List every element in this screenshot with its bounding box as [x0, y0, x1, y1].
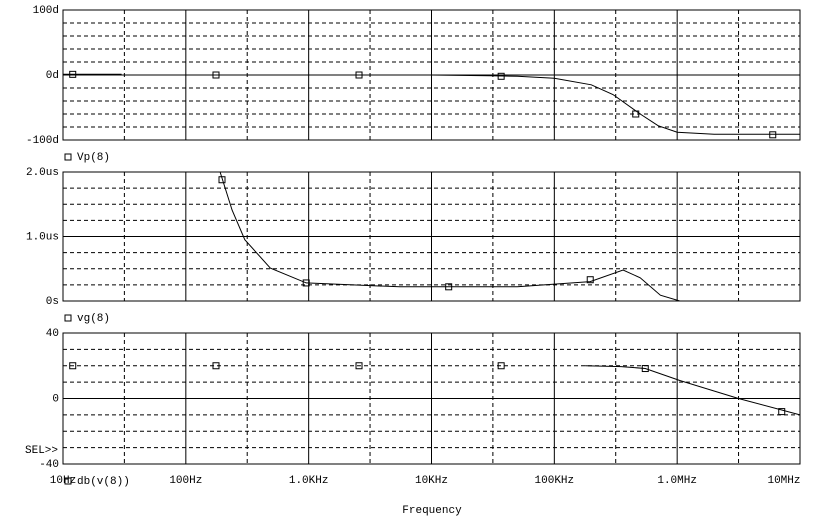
plot-frame: [62, 171, 801, 302]
trace-marker: [302, 279, 310, 287]
x-tick-label: 1.0KHz: [289, 475, 329, 487]
x-tick-label: 10KHz: [415, 475, 448, 487]
y-tick-label: 0d: [46, 70, 59, 82]
x-tick-label: 10MHz: [767, 475, 800, 487]
legend-symbol: [64, 477, 72, 485]
trace-marker: [212, 362, 220, 370]
trace-marker: [212, 71, 220, 79]
legend-symbol: [64, 153, 72, 161]
trace-marker: [69, 70, 77, 78]
legend-label: db(v(8)): [77, 476, 130, 488]
trace-marker: [778, 408, 786, 416]
x-tick-label: 100Hz: [169, 475, 202, 487]
y-tick-label: 100d: [33, 5, 59, 17]
trace-marker: [69, 362, 77, 370]
trace-marker: [497, 362, 505, 370]
trace-marker: [445, 283, 453, 291]
legend-label: vg(8): [77, 313, 110, 325]
trace-marker: [641, 365, 649, 373]
y-tick-label: 2.0us: [26, 167, 59, 179]
trace-marker: [632, 110, 640, 118]
y-tick-label: 0s: [46, 296, 59, 308]
trace: [585, 365, 801, 416]
trace-marker: [497, 72, 505, 80]
y-tick-label: 0: [52, 393, 59, 405]
trace-marker: [218, 176, 226, 184]
trace: [219, 171, 692, 302]
trace-marker: [355, 362, 363, 370]
trace-marker: [355, 71, 363, 79]
y-tick-label: -40: [39, 459, 59, 471]
y-tick-label: 40: [46, 328, 59, 340]
x-tick-label: 10Hz: [50, 475, 76, 487]
y-tick-label: -100d: [26, 135, 59, 147]
plot-frame: [62, 332, 801, 465]
x-axis-title: Frequency: [402, 505, 462, 517]
sel-marker: SEL>>: [25, 445, 58, 457]
legend-label: Vp(8): [77, 152, 110, 164]
y-tick-label: 1.0us: [26, 231, 59, 243]
x-tick-label: 1.0MHz: [657, 475, 697, 487]
legend-symbol: [64, 314, 72, 322]
plot-frame: [62, 9, 801, 141]
x-tick-label: 100KHz: [535, 475, 575, 487]
trace-marker: [586, 276, 594, 284]
trace-marker: [769, 131, 777, 139]
